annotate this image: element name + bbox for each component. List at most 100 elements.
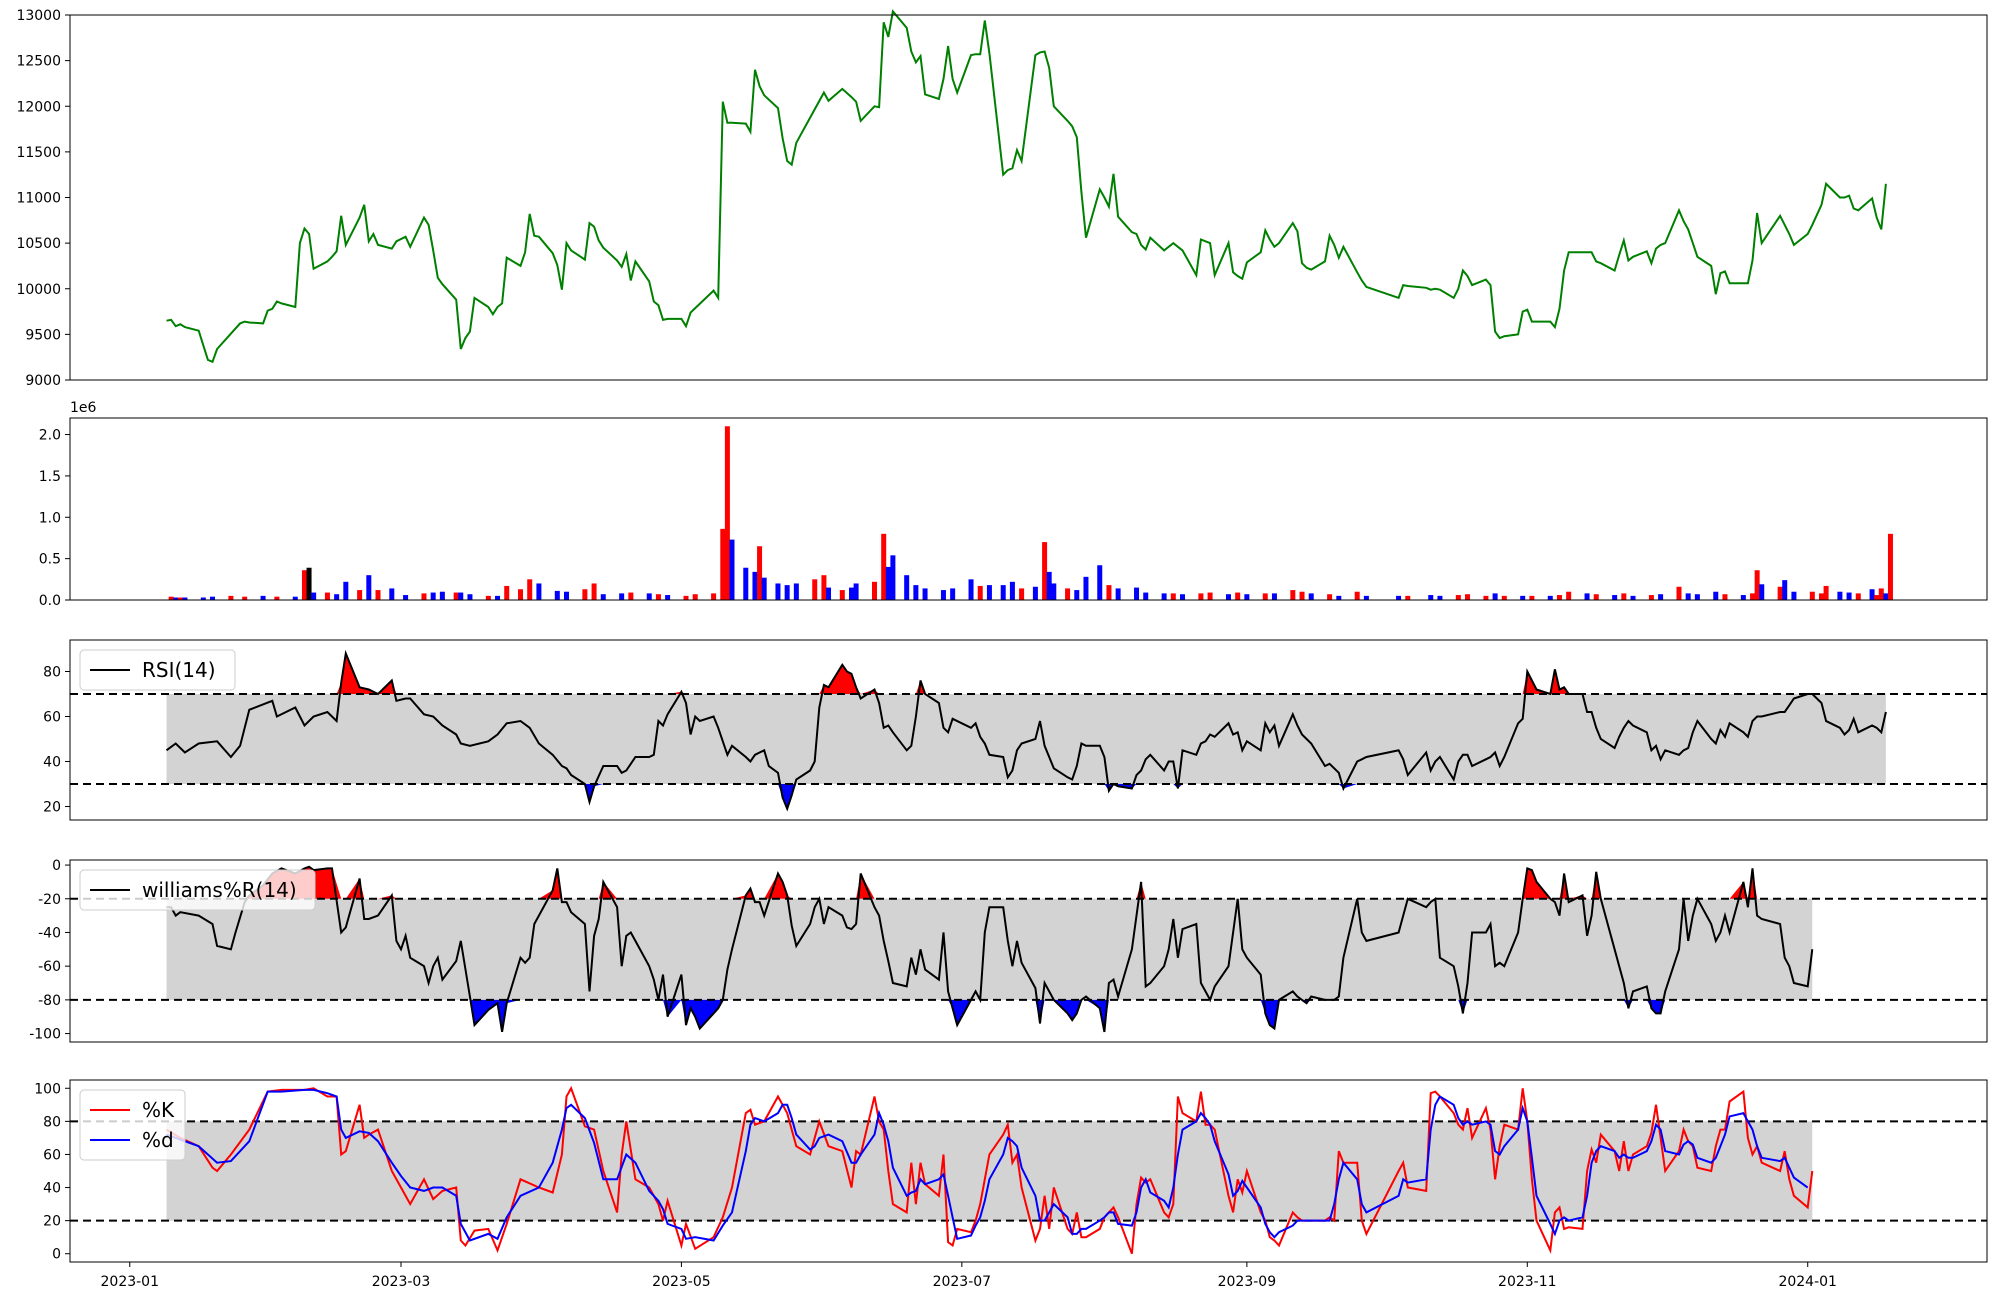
volume-bar	[1336, 595, 1342, 600]
volume-bar	[536, 583, 542, 600]
volume-bar	[1713, 591, 1719, 600]
volume-bar	[1308, 593, 1314, 600]
volume-bar	[628, 592, 634, 600]
y-tick-label: 0.0	[39, 593, 61, 609]
volume-bar	[1483, 595, 1489, 600]
y-tick-label: 10500	[16, 236, 61, 252]
volume-bar	[839, 590, 845, 600]
volume-bar	[1759, 584, 1765, 600]
volume-bar	[274, 596, 280, 600]
volume-bar	[711, 593, 717, 600]
shared-date-axis: 2023-01 2023-03 2023-05 2023-07 2023-09 2023-…	[101, 1262, 1837, 1290]
volume-bar	[260, 595, 266, 600]
volume-bar	[1809, 591, 1815, 600]
axes-frame	[69, 417, 1988, 601]
volume-bar	[563, 591, 569, 600]
volume-bar	[1566, 591, 1572, 600]
volume-bar	[1051, 583, 1057, 600]
volume-bar	[950, 588, 956, 600]
volume-bar	[821, 575, 827, 600]
volume-bar	[168, 596, 174, 600]
axes-frame	[69, 639, 1988, 821]
volume-bar	[1074, 590, 1080, 600]
y-tick-label: 11500	[16, 145, 61, 161]
volume-bar	[1046, 571, 1052, 600]
volume-bar	[1869, 589, 1875, 600]
volume-bar	[1593, 594, 1599, 600]
volume-bar	[458, 592, 464, 600]
volume-bar	[1244, 594, 1250, 600]
volume-bar	[1612, 595, 1618, 600]
y-tick-label: 2.0	[39, 428, 61, 444]
rsi-panel: 20 40 60 80 RSI(14)	[43, 639, 1988, 821]
y-tick-label: -60	[38, 959, 61, 975]
volume-bar	[1520, 595, 1526, 600]
volume-bar	[1883, 593, 1889, 600]
axes-frame	[69, 859, 1988, 1043]
volume-bar	[1855, 593, 1861, 600]
volume-bar	[343, 581, 349, 600]
volume-bar	[527, 579, 533, 600]
volume-bar	[1083, 576, 1089, 600]
y-tick-label: -80	[38, 993, 61, 1009]
legend-box	[79, 649, 236, 691]
volume-bar	[1887, 533, 1893, 600]
volume-bar	[389, 588, 395, 600]
volume-bar	[1740, 595, 1746, 600]
volume-bar	[177, 597, 183, 600]
y-tick-label: 13000	[16, 8, 61, 24]
volume-bar	[173, 597, 179, 600]
y-tick-label: 1.5	[39, 469, 61, 485]
volume-bar	[242, 596, 248, 600]
y-tick-label: 20	[43, 1214, 61, 1230]
volume-bar	[1009, 581, 1015, 600]
y-tick-label: 10000	[16, 282, 61, 298]
volume-bar	[881, 533, 887, 600]
volume-bar	[324, 592, 330, 600]
volume-bar	[968, 579, 974, 600]
volume-bar	[1115, 588, 1121, 600]
legend-label: %K	[142, 1098, 175, 1122]
volume-bar	[986, 585, 992, 600]
volume-bar	[793, 583, 799, 600]
neutral-band	[166, 1121, 1813, 1221]
neutral-band	[166, 694, 1886, 784]
axes-frame	[69, 1079, 1988, 1263]
volume-bar	[1791, 591, 1797, 600]
volume-bar	[1465, 594, 1471, 600]
volume-bar	[1694, 594, 1700, 600]
volume-bar	[1547, 595, 1553, 600]
volume-bar	[1363, 595, 1369, 600]
volume-bar	[720, 528, 726, 600]
volume-bar	[1437, 595, 1443, 600]
volume-panel: 0.0 0.5 1.0 1.5 2.0 1e6	[39, 400, 1988, 609]
volume-bar	[301, 570, 307, 600]
legend-box	[79, 869, 316, 911]
y-tick-label: 1.0	[39, 510, 61, 526]
price-line	[166, 9, 1887, 364]
volume-bar	[1750, 593, 1756, 600]
chart-panels: 9000950010000105001100011500120001250013…	[16, 8, 1988, 1263]
volume-bar	[1042, 542, 1048, 600]
volume-bar	[1782, 580, 1788, 600]
volume-bar	[1428, 595, 1434, 600]
y-tick-label: 0.5	[39, 552, 61, 568]
volume-bar	[518, 589, 524, 600]
legend-label: williams%R(14)	[142, 878, 297, 902]
volume-bar	[591, 583, 597, 600]
volume-bar	[485, 595, 491, 600]
volume-bar	[977, 585, 983, 600]
volume-bar	[453, 592, 459, 600]
volume-bar	[292, 596, 298, 600]
volume-bar	[1180, 594, 1186, 600]
volume-bar	[1874, 595, 1880, 600]
volume-bar	[311, 592, 317, 600]
stochastic-panel: 0 20 40 60 80 100 %K %d	[34, 1079, 1988, 1263]
y-tick-label: 40	[43, 755, 61, 771]
volume-bar	[1529, 595, 1535, 600]
volume-bar	[1501, 595, 1507, 600]
volume-bar	[853, 583, 859, 600]
x-tick-label: 2023-11	[1498, 1274, 1557, 1290]
volume-bar	[1685, 593, 1691, 600]
volume-bar	[1143, 592, 1149, 600]
